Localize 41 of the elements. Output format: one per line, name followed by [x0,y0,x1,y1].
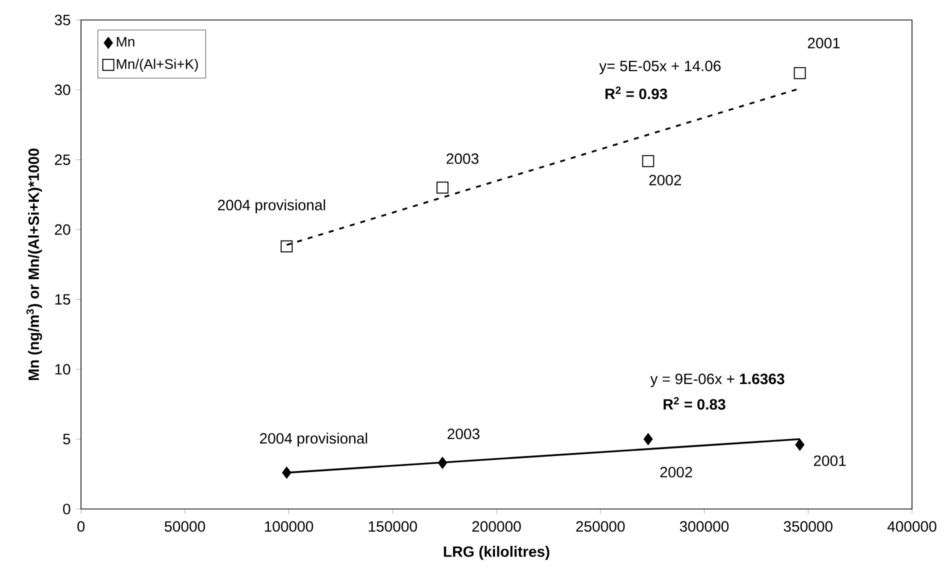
x-tick-label: 300000 [680,521,729,532]
annotation: 2001 [808,38,840,48]
legend-label: Mn/(Al+Si+K) [116,58,198,72]
annotation: R$^{2}$ = 0.93 [606,86,668,100]
annotation: y= 5E-05x + 14.06 [599,60,721,74]
y-tick-label: 20 [54,224,70,235]
point [436,182,448,194]
annotation: R$^{2}$ = 0.83 [664,397,726,410]
annotation: y = 9E-06x + 1.6363 [650,374,784,388]
annotation: 2004 provisional [260,432,368,447]
annotation: 2003 [448,428,480,440]
y-tick-label: 35 [54,14,70,26]
annotation: 2003 [446,153,478,164]
x-tick-label: 50000 [164,521,206,532]
point [794,67,806,80]
x-tick-label: 0 [77,521,85,532]
legend-label: Mn [116,36,134,47]
point [643,432,653,446]
x-tick-label: 150000 [368,521,417,532]
x-tick-label: 350000 [784,521,832,532]
point [282,466,292,479]
point [280,240,293,252]
annotation: 2002 [649,174,682,186]
point [438,456,448,470]
y-tick-label: 30 [54,84,70,96]
x-tick-label: 400000 [887,521,936,532]
x-axis-title: LRG (kilolitres) [444,546,550,560]
x-tick-label: 100000 [264,521,314,532]
x-tick-label: 200000 [472,521,521,532]
point [795,438,805,451]
x-tick-label: 250000 [576,521,625,532]
y-tick-label: 25 [54,154,70,165]
annotation: 2004 provisional [218,199,326,214]
y-tick-label: 15 [55,294,70,305]
y-tick-label: 5 [63,434,70,444]
y-tick-label: 0 [63,504,70,514]
y-axis-title: Mn (ng/m$^{3}$) or Mn/(Al+Si+K)*1000 [26,148,42,380]
point [642,155,654,168]
annotation: 2001 [814,455,846,466]
annotation: 2002 [660,466,692,478]
y-tick-label: 10 [55,364,70,375]
